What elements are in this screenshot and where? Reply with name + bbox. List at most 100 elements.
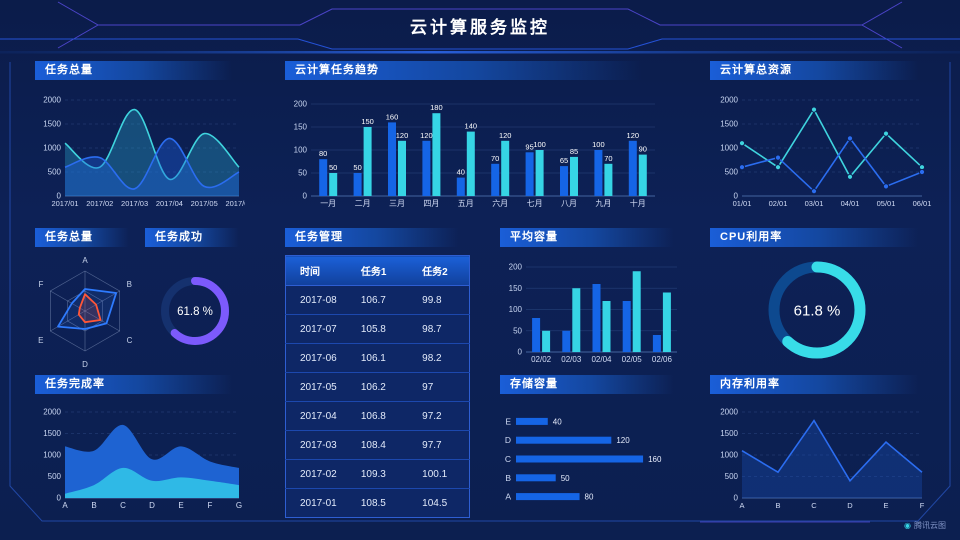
panel-total-resource-title: 云计算总资源 <box>710 61 932 80</box>
svg-text:61.8 %: 61.8 % <box>177 306 213 318</box>
svg-text:C: C <box>120 501 126 510</box>
panel-storage-title: 存储容量 <box>500 375 685 394</box>
svg-text:C: C <box>811 501 817 510</box>
svg-text:2017/05: 2017/05 <box>191 199 218 208</box>
svg-text:2017/03: 2017/03 <box>121 199 148 208</box>
svg-text:85: 85 <box>570 147 578 156</box>
svg-text:500: 500 <box>725 472 739 481</box>
svg-text:50: 50 <box>561 474 570 483</box>
svg-text:0: 0 <box>303 192 308 201</box>
svg-text:2017/04: 2017/04 <box>156 199 183 208</box>
svg-text:100: 100 <box>592 140 605 149</box>
svg-text:80: 80 <box>585 493 594 502</box>
svg-text:50: 50 <box>513 326 522 335</box>
svg-text:1000: 1000 <box>720 451 738 460</box>
table-row: 2017-04 106.8 97.2 <box>285 401 470 431</box>
svg-text:0: 0 <box>57 494 62 503</box>
svg-text:D: D <box>82 360 88 368</box>
completion-area-chart[interactable]: 0 500 1000 1500 2000 A B C D E F G <box>35 402 245 512</box>
table-row: 2017-06 106.1 98.2 <box>285 343 470 373</box>
panel-completion-title: 任务完成率 <box>35 375 245 394</box>
svg-text:2017/06: 2017/06 <box>225 199 245 208</box>
svg-text:160: 160 <box>386 112 399 121</box>
table-row: 2017-05 106.2 97 <box>285 372 470 402</box>
table-cell: 2017-06 <box>285 343 347 373</box>
svg-text:1500: 1500 <box>720 120 738 129</box>
svg-text:02/03: 02/03 <box>561 355 582 364</box>
table-cell: 97.2 <box>408 401 470 431</box>
svg-text:03/01: 03/01 <box>805 199 824 208</box>
svg-text:G: G <box>236 501 242 510</box>
svg-text:61.8 %: 61.8 % <box>794 302 841 319</box>
svg-text:一月: 一月 <box>320 199 336 208</box>
svg-text:06/01: 06/01 <box>913 199 932 208</box>
svg-text:200: 200 <box>294 100 308 109</box>
svg-text:150: 150 <box>361 117 374 126</box>
panel-radar-total: 任务总量 A B C D E F <box>35 228 135 368</box>
svg-text:150: 150 <box>294 123 308 132</box>
svg-text:B: B <box>127 280 132 289</box>
page-title: 云计算服务监控 <box>410 18 550 37</box>
svg-text:05/01: 05/01 <box>877 199 896 208</box>
svg-text:120: 120 <box>499 131 512 140</box>
cpu-gauge-chart[interactable]: 61.8 % <box>710 255 932 368</box>
svg-text:C: C <box>505 454 511 464</box>
panel-task-trend-title: 云计算任务趋势 <box>285 61 665 80</box>
storage-hbar-chart[interactable]: E 40 D 120 C 160 B 50 A 80 <box>500 402 685 512</box>
panel-task-total: 任务总量 0 500 1000 1500 2000 2017/01 2017/02 2017/… <box>35 61 245 212</box>
svg-text:E: E <box>178 501 183 510</box>
svg-text:100: 100 <box>509 305 523 314</box>
vendor-logo: ◉ 腾讯云图 <box>904 520 946 531</box>
svg-text:F: F <box>39 280 44 289</box>
svg-text:F: F <box>208 501 213 510</box>
svg-text:40: 40 <box>553 417 562 426</box>
svg-text:02/02: 02/02 <box>531 355 552 364</box>
svg-text:1000: 1000 <box>43 144 61 153</box>
table-cell: 98.7 <box>408 314 470 344</box>
memory-line-chart[interactable]: 0 500 1000 1500 2000 A B C D E F <box>710 402 932 512</box>
svg-text:140: 140 <box>465 122 478 131</box>
svg-text:1500: 1500 <box>43 120 61 129</box>
svg-text:150: 150 <box>509 284 523 293</box>
table-row: 2017-03 108.4 97.7 <box>285 430 470 460</box>
svg-text:A: A <box>62 501 68 510</box>
svg-text:D: D <box>847 501 853 510</box>
svg-text:2000: 2000 <box>43 408 61 417</box>
panel-task-success-title: 任务成功 <box>145 228 245 247</box>
table-cell: 2017-01 <box>300 497 337 509</box>
panel-radar-total-title: 任务总量 <box>35 228 135 247</box>
table-cell: 106.8 <box>346 401 409 431</box>
svg-text:五月: 五月 <box>458 199 474 208</box>
svg-text:八月: 八月 <box>561 199 577 208</box>
svg-text:500: 500 <box>725 168 739 177</box>
table-cell: 108.4 <box>346 430 409 460</box>
svg-text:100: 100 <box>294 146 308 155</box>
svg-text:C: C <box>127 336 133 345</box>
svg-text:160: 160 <box>648 455 662 464</box>
table-cell: 106.2 <box>346 372 409 402</box>
svg-text:0: 0 <box>518 348 523 357</box>
table-row: 2017-01 108.5 104.5 <box>286 489 470 518</box>
table-cell: 108.5 <box>360 497 386 509</box>
task-success-gauge-chart[interactable]: 61.8 % <box>145 255 245 368</box>
panel-task-trend: 云计算任务趋势 0 50 100 150 200 一月 二月 三月 四月 五月 六月 七月 八月 九月 十月… <box>285 61 665 212</box>
table-cell: 100.1 <box>408 459 470 489</box>
panel-task-total-title: 任务总量 <box>35 61 245 80</box>
svg-text:65: 65 <box>560 156 568 165</box>
avg-capacity-bar-chart[interactable]: 0 50 100 150 200 02/02 02/03 02/04 02/05 02/06 <box>500 255 685 368</box>
panel-avg-capacity: 平均容量 0 50 100 150 200 02/02 02/03 02/04 02/05 02/… <box>500 228 685 368</box>
svg-text:120: 120 <box>396 131 409 140</box>
svg-text:三月: 三月 <box>389 199 405 208</box>
task-total-radar-chart[interactable]: A B C D E F <box>35 255 135 368</box>
table-cell: 97 <box>408 372 470 402</box>
svg-text:A: A <box>739 501 744 510</box>
svg-text:D: D <box>505 435 511 445</box>
panel-storage: 存储容量 E 40 D 120 C 160 B 50 A 80 <box>500 375 685 512</box>
svg-text:B: B <box>91 501 96 510</box>
svg-text:04/01: 04/01 <box>841 199 860 208</box>
table-cell: 109.3 <box>346 459 409 489</box>
svg-text:120: 120 <box>627 131 640 140</box>
